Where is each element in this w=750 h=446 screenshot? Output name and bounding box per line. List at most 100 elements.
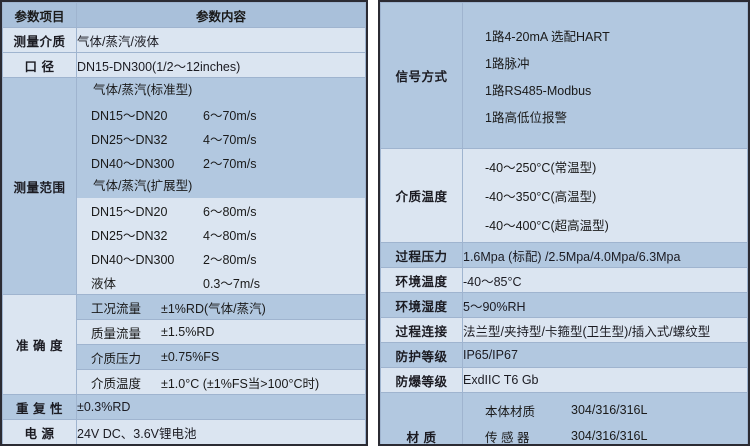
accuracy-pair: 工况流量 ±1%RD(气体/蒸汽) <box>77 298 365 317</box>
accuracy-value: ±1.0°C (±1%FS当>100°C时) <box>161 376 320 391</box>
signal-line: 1路RS485-Modbus <box>485 83 592 98</box>
range-standard-title: 气体/蒸汽(标准型) <box>93 83 193 97</box>
right-table: 信号方式 1路4-20mA 选配HART 1路脉冲 1路RS485-Modbus… <box>380 2 748 445</box>
material-pair: 本体材质 304/316/316L <box>463 397 747 423</box>
range-speed: 2～80m/s <box>203 252 257 267</box>
row-label-medium: 测量介质 <box>2 27 77 53</box>
range-row: DN25～DN32 4～70m/s <box>77 126 365 150</box>
range-speed: 4～70m/s <box>203 132 257 147</box>
row-value-signal: 1路4-20mA 选配HART 1路脉冲 1路RS485-Modbus 1路高低… <box>462 2 748 149</box>
row-value-accuracy-working-flow: 工况流量 ±1%RD(气体/蒸汽) <box>76 294 366 320</box>
material-pair: 传 感 器 304/316/316L <box>463 423 747 445</box>
range-row: DN40～DN300 2～70m/s <box>77 150 365 174</box>
row-label-ambient-temp: 环境温度 <box>380 267 463 293</box>
material-value: 304/316/316L <box>571 429 648 443</box>
table-row-signal: 信号方式 1路4-20mA 选配HART 1路脉冲 1路RS485-Modbus… <box>380 2 748 149</box>
left-spec-table: 参数项目 参数内容 测量介质 气体/蒸汽/液体 口 径 DN15-DN300(1… <box>0 0 368 446</box>
accuracy-pair: 介质温度 ±1.0°C (±1%FS当>100°C时) <box>77 373 365 392</box>
row-value-caliber: DN15-DN300(1/2～12inches) <box>76 52 366 78</box>
range-row: DN15～DN20 6～80m/s <box>77 198 365 222</box>
row-value-protection-grade: IP65/IP67 <box>462 342 748 368</box>
row-value-accuracy-mass-flow: 质量流量 ±1.5%RD <box>76 319 366 345</box>
accuracy-value: ±1.5%RD <box>161 325 215 339</box>
material-key: 传 感 器 <box>485 430 530 445</box>
range-dn: DN15～DN20 <box>91 204 168 219</box>
table-row-repeatability: 重 复 性 ±0.3%RD <box>2 394 366 420</box>
signal-line: 1路脉冲 <box>485 56 530 71</box>
row-label-protection-grade: 防护等级 <box>380 342 463 368</box>
range-dn: DN40～DN300 <box>91 156 175 171</box>
medium-temp-line: -40～250°C(常温型) <box>485 161 597 175</box>
range-row: DN25～DN32 4～80m/s <box>77 222 365 246</box>
material-key: 本体材质 <box>485 404 536 419</box>
row-label-signal: 信号方式 <box>380 2 463 149</box>
range-dn: DN40～DN300 <box>91 252 175 267</box>
row-value-medium: 气体/蒸汽/液体 <box>76 27 366 53</box>
row-value-measuring-range: 气体/蒸汽(标准型) DN15～DN20 6～70m/s DN25～DN32 4… <box>76 77 366 295</box>
row-label-medium-temp: 介质温度 <box>380 148 463 243</box>
row-label-accuracy: 准 确 度 <box>2 294 77 395</box>
table-row-caliber: 口 径 DN15-DN300(1/2～12inches) <box>2 52 366 78</box>
accuracy-value: ±1%RD(气体/蒸汽) <box>161 301 266 316</box>
range-dn: DN25～DN32 <box>91 132 168 147</box>
table-row-power: 电 源 24V DC、3.6V锂电池 <box>2 419 366 444</box>
table-gap <box>368 0 378 446</box>
table-row-ambient-humidity: 环境湿度 5～90%RH <box>380 292 748 318</box>
table-header-row: 参数项目 参数内容 <box>2 2 366 28</box>
row-label-explosion-grade: 防爆等级 <box>380 367 463 393</box>
row-value-explosion-grade: ExdIIC T6 Gb <box>462 367 748 393</box>
row-label-caliber: 口 径 <box>2 52 77 78</box>
table-row-protection-grade: 防护等级 IP65/IP67 <box>380 342 748 368</box>
range-speed: 4～80m/s <box>203 228 257 243</box>
range-row: DN15～DN20 6～70m/s <box>77 102 365 126</box>
range-speed: 2～70m/s <box>203 156 257 171</box>
row-label-measuring-range: 测量范围 <box>2 77 77 295</box>
header-cell-item: 参数项目 <box>2 2 77 28</box>
signal-line: 1路高低位报警 <box>485 110 567 125</box>
row-label-process-connection: 过程连接 <box>380 317 463 343</box>
table-row-medium-temp: 介质温度 -40～250°C(常温型) -40～350°C(高温型) -40～4… <box>380 148 748 243</box>
table-row-accuracy-2: 质量流量 ±1.5%RD <box>3 319 366 345</box>
row-value-material: 本体材质 304/316/316L 传 感 器 304/316/316L 仪表壳… <box>462 392 748 445</box>
accuracy-key: 工况流量 <box>91 301 142 316</box>
range-standard-group: 气体/蒸汽(标准型) DN15～DN20 6～70m/s DN25～DN32 4… <box>77 78 365 198</box>
medium-temp-line: -40～400°C(超高温型) <box>485 219 609 233</box>
signal-line: 1路4-20mA 选配HART <box>485 29 610 44</box>
row-value-power: 24V DC、3.6V锂电池 <box>76 419 366 444</box>
range-row-liquid: 液体 0.3～7m/s <box>77 270 365 294</box>
row-value-accuracy-medium-temp: 介质温度 ±1.0°C (±1%FS当>100°C时) <box>76 369 366 395</box>
row-value-ambient-temp: -40～85°C <box>462 267 748 293</box>
accuracy-pair: 介质压力 ±0.75%FS <box>77 348 365 367</box>
table-row-accuracy-4: 介质温度 ±1.0°C (±1%FS当>100°C时) <box>3 369 366 395</box>
row-label-ambient-humidity: 环境湿度 <box>380 292 463 318</box>
table-row-material: 材 质 本体材质 304/316/316L 传 感 器 304/316/316L… <box>380 392 748 445</box>
medium-temp-line: -40～350°C(高温型) <box>485 190 597 204</box>
accuracy-pair: 质量流量 ±1.5%RD <box>77 323 365 342</box>
table-row-medium: 测量介质 气体/蒸汽/液体 <box>2 27 366 53</box>
table-row-accuracy-1: 准 确 度 工况流量 ±1%RD(气体/蒸汽) <box>2 294 366 395</box>
range-dn: DN15～DN20 <box>91 108 168 123</box>
accuracy-key: 质量流量 <box>91 326 142 341</box>
row-value-repeatability: ±0.3%RD <box>76 394 366 420</box>
row-label-power: 电 源 <box>2 419 77 444</box>
table-row-explosion-grade: 防爆等级 ExdIIC T6 Gb <box>380 367 748 393</box>
row-label-repeatability: 重 复 性 <box>2 394 77 420</box>
range-dn: 液体 <box>91 276 117 291</box>
range-extended-group: DN15～DN20 6～80m/s DN25～DN32 4～80m/s DN40… <box>77 198 365 294</box>
row-value-process-connection: 法兰型/夹持型/卡箍型(卫生型)/插入式/螺纹型 <box>462 317 748 343</box>
table-row-process-pressure: 过程压力 1.6Mpa (标配) /2.5Mpa/4.0Mpa/6.3Mpa <box>380 242 748 268</box>
table-row-accuracy-3: 介质压力 ±0.75%FS <box>3 344 366 370</box>
range-speed: 0.3～7m/s <box>203 276 260 291</box>
range-dn: DN25～DN32 <box>91 228 168 243</box>
accuracy-value: ±0.75%FS <box>161 350 220 364</box>
left-table: 参数项目 参数内容 测量介质 气体/蒸汽/液体 口 径 DN15-DN300(1… <box>2 2 366 444</box>
range-extended-title: 气体/蒸汽(扩展型) <box>93 179 193 193</box>
row-label-process-pressure: 过程压力 <box>380 242 463 268</box>
table-row-ambient-temp: 环境温度 -40～85°C <box>380 267 748 293</box>
table-row-process-connection: 过程连接 法兰型/夹持型/卡箍型(卫生型)/插入式/螺纹型 <box>380 317 748 343</box>
material-value: 304/316/316L <box>571 403 648 417</box>
row-label-material: 材 质 <box>380 392 463 444</box>
row-value-process-pressure: 1.6Mpa (标配) /2.5Mpa/4.0Mpa/6.3Mpa <box>462 242 748 268</box>
range-row: DN40～DN300 2～80m/s <box>77 246 365 270</box>
range-speed: 6～80m/s <box>203 204 257 219</box>
